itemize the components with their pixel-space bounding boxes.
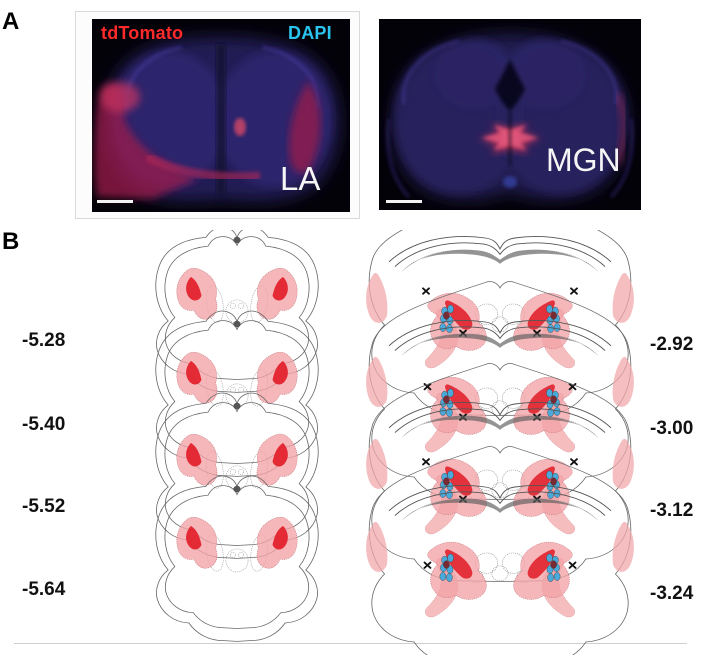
- svg-text:-2.92: -2.92: [650, 334, 693, 355]
- svg-text:-3.00: -3.00: [650, 418, 693, 439]
- svg-text:-5.64: -5.64: [22, 579, 66, 600]
- svg-text:-5.28: -5.28: [22, 330, 65, 351]
- svg-text:-3.12: -3.12: [650, 500, 693, 521]
- svg-text:-5.40: -5.40: [22, 414, 65, 435]
- svg-text:-5.52: -5.52: [22, 496, 65, 517]
- svg-text:-3.24: -3.24: [650, 583, 694, 604]
